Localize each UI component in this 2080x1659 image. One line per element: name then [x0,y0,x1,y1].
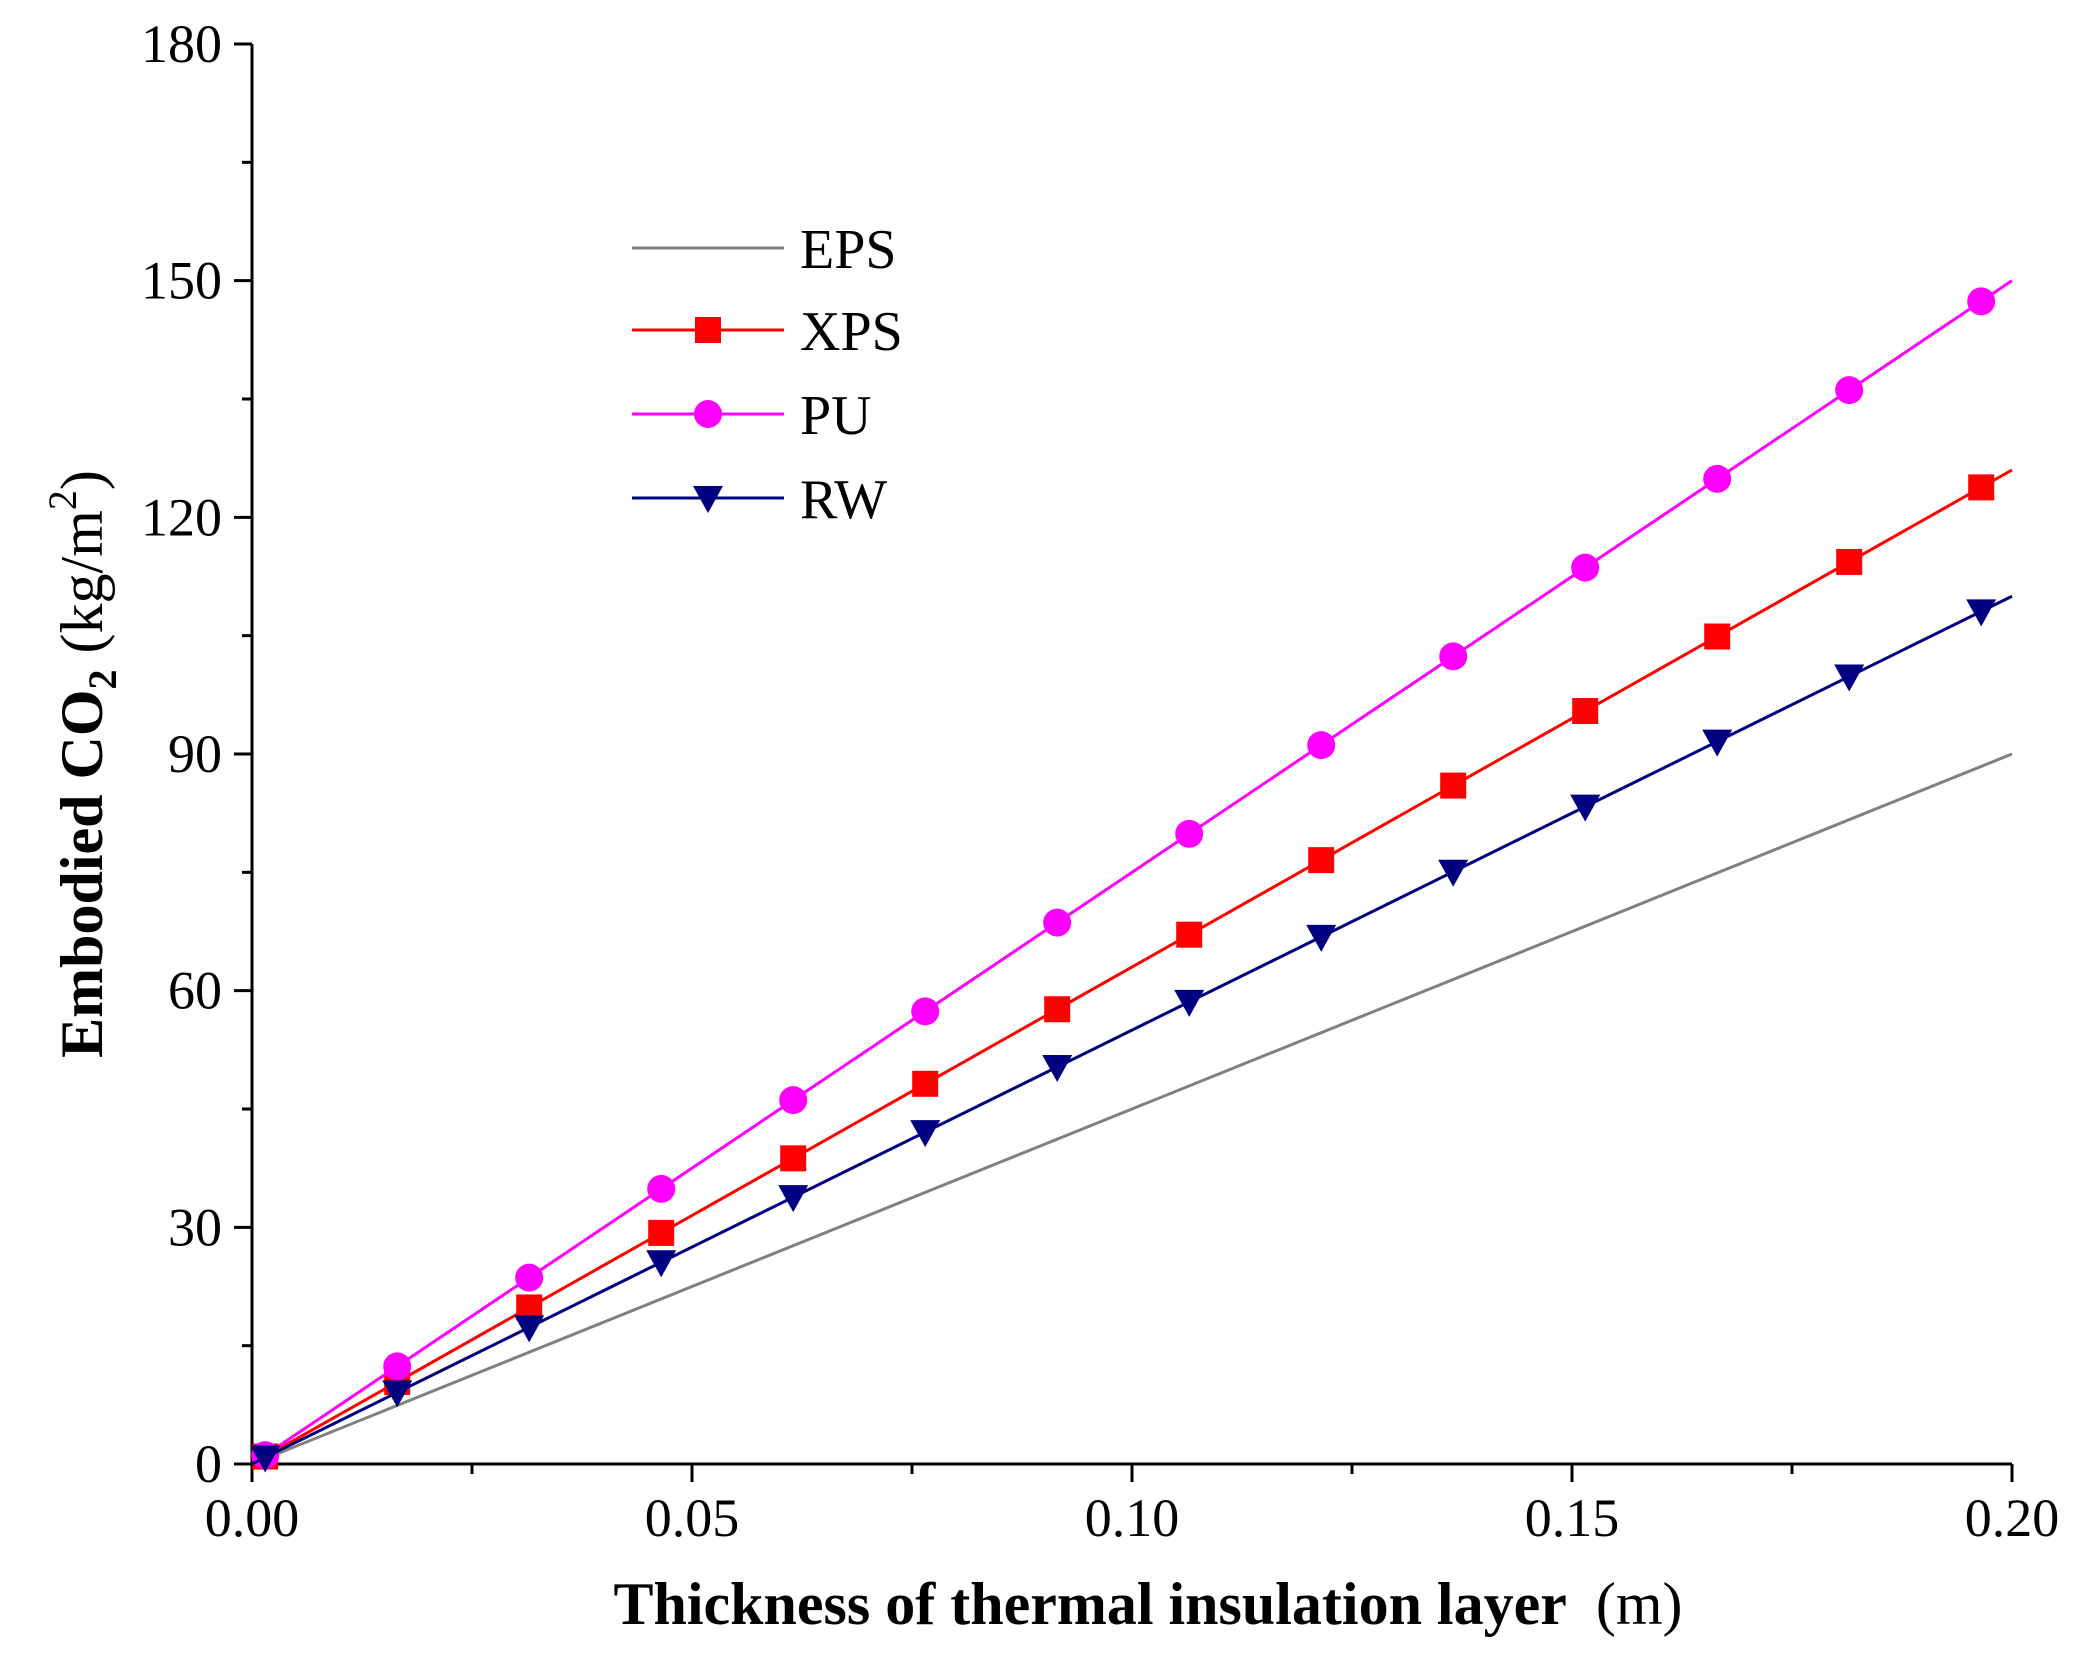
x-axis-title: Thickness of thermal insulation layer (m… [613,1571,1682,1637]
series-eps [251,752,2013,1466]
data-point-pu [1835,376,1864,405]
data-point-pu [1043,908,1072,937]
y-axis-title-subscript: 2 [80,669,125,689]
y-axis-title: Embodied CO2(kg/m2) [40,470,125,1058]
data-point-xps [648,1219,675,1246]
data-point-pu [1703,464,1732,493]
legend-item-xps: XPS [632,301,903,363]
data-point-xps [1440,772,1467,799]
ticks: 0.00 0.05 0.10 0.15 0.20 0 30 60 90 120 150 180 [141,14,2059,1548]
legend-label: RW [800,469,887,531]
data-point-rw [1570,794,1601,822]
data-point-xps [1044,996,1071,1023]
legend-item-pu: PU [632,385,872,447]
y-tick-label: 0 [195,1434,222,1494]
data-point-pu [1967,287,1996,316]
data-point-pu [779,1086,808,1115]
legend-item-rw: RW [632,469,887,531]
y-tick-label: 120 [141,487,222,547]
data-point-xps [912,1070,939,1097]
data-point-rw [1174,989,1205,1017]
data-point-xps [1836,548,1863,575]
data-point-rw [250,1445,281,1473]
data-point-pu [1571,553,1600,582]
data-point-xps [1572,698,1599,725]
y-axis-title-text: Embodied CO [49,689,115,1057]
series-line-xps [251,468,2013,1466]
legend-label: PU [800,385,872,447]
legend-marker [695,317,721,343]
series-line-pu [251,279,2013,1466]
x-axis-title-text: Thickness of thermal insulation layer [613,1571,1566,1637]
y-tick-label: 90 [168,724,222,784]
legend-item-eps: EPS [632,219,897,281]
data-point-pu [1175,819,1204,848]
x-tick-label: 0.15 [1525,1488,1620,1548]
legend-marker [693,486,723,513]
y-axis-title-unit-open: (kg/m [49,510,115,653]
data-point-rw [514,1315,545,1343]
data-point-xps [1176,921,1203,948]
series-layer [250,279,2013,1473]
x-tick-label: 0.10 [1085,1488,1180,1548]
data-point-rw [1438,859,1469,887]
y-tick-label: 180 [141,14,222,74]
data-point-rw [1306,924,1337,952]
series-rw [250,594,2013,1473]
y-axis-title-unit-close: ) [49,470,115,490]
legend: EPS XPS PU RW [632,219,903,531]
data-point-rw [382,1380,413,1408]
series-line-eps [251,752,2013,1466]
data-point-rw [646,1250,677,1278]
data-point-xps [1308,847,1335,874]
data-point-pu [1307,731,1336,760]
data-point-pu [515,1263,544,1292]
x-tick-label: 0.05 [645,1488,740,1548]
data-point-xps [1968,474,1995,501]
data-point-rw [1834,664,1865,692]
data-point-rw [1966,599,1997,627]
data-point-pu [911,997,940,1026]
series-line-rw [251,594,2013,1466]
x-tick-label: 0.00 [205,1488,300,1548]
data-point-rw [1702,729,1733,757]
data-point-rw [910,1120,941,1148]
series-pu [251,279,2013,1470]
y-tick-label: 60 [168,961,222,1021]
data-point-pu [647,1174,676,1203]
x-axis-title-unit: (m) [1596,1571,1683,1637]
y-axis-title-superscript: 2 [40,490,85,510]
data-point-pu [383,1352,412,1381]
data-point-rw [778,1185,809,1213]
data-point-rw [1042,1054,1073,1082]
legend-marker [694,400,722,428]
series-xps [251,468,2013,1470]
axes [250,44,2012,1466]
data-point-xps [1704,623,1731,650]
legend-label: XPS [800,301,903,363]
x-tick-label: 0.20 [1965,1488,2060,1548]
y-tick-label: 30 [168,1197,222,1257]
data-point-pu [1439,642,1468,671]
y-tick-label: 150 [141,251,222,311]
legend-label: EPS [800,219,897,281]
data-point-xps [780,1145,807,1172]
